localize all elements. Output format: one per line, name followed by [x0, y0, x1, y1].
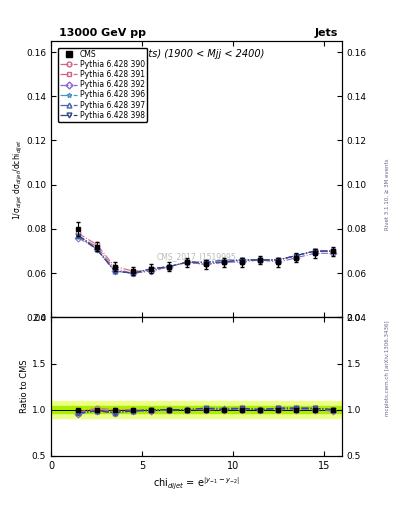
X-axis label: chi$_{dijet}$ = e$^{|y_{-1}-y_{-2}|}$: chi$_{dijet}$ = e$^{|y_{-1}-y_{-2}|}$	[153, 476, 240, 493]
Text: Rivet 3.1.10, ≥ 3M events: Rivet 3.1.10, ≥ 3M events	[385, 159, 390, 230]
Text: Jets: Jets	[315, 28, 338, 38]
Text: CMS_2017_I1519995: CMS_2017_I1519995	[157, 252, 236, 261]
Text: mcplots.cern.ch [arXiv:1306.3436]: mcplots.cern.ch [arXiv:1306.3436]	[385, 321, 390, 416]
Y-axis label: Ratio to CMS: Ratio to CMS	[20, 360, 29, 413]
Text: 13000 GeV pp: 13000 GeV pp	[59, 28, 146, 38]
Legend: CMS, Pythia 6.428 390, Pythia 6.428 391, Pythia 6.428 392, Pythia 6.428 396, Pyt: CMS, Pythia 6.428 390, Pythia 6.428 391,…	[58, 48, 147, 122]
Text: χ (jets) (1900 < Mjj < 2400): χ (jets) (1900 < Mjj < 2400)	[128, 49, 265, 59]
Bar	[51, 406, 342, 413]
Bar	[51, 401, 342, 418]
Y-axis label: 1/σ$_{dijet}$ dσ$_{dijet}$/dchi$_{dijet}$: 1/σ$_{dijet}$ dσ$_{dijet}$/dchi$_{dijet}…	[12, 139, 25, 220]
